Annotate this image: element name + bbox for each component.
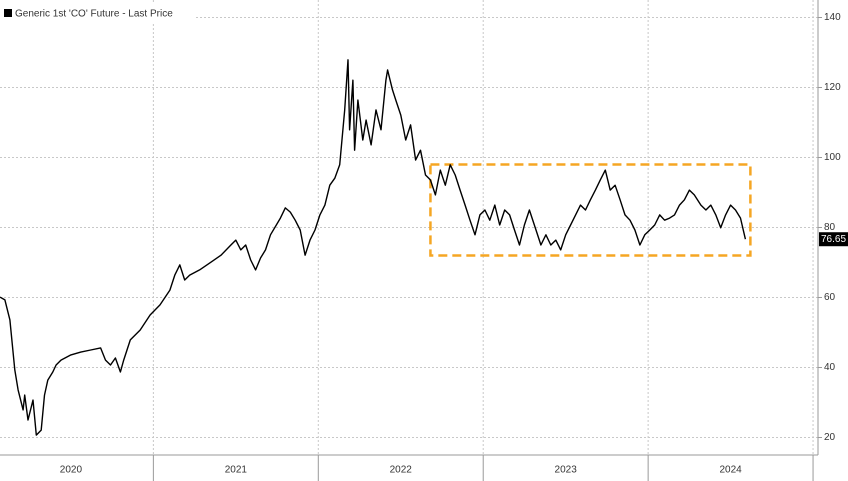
legend: Generic 1st 'CO' Future - Last Price <box>0 2 196 24</box>
legend-box <box>0 2 196 24</box>
y-tick-label: 60 <box>824 292 836 303</box>
x-tick-label: 2022 <box>390 465 413 476</box>
x-tick-label: 2021 <box>225 465 248 476</box>
legend-swatch <box>4 9 12 17</box>
annotation-box <box>429 163 752 257</box>
x-tick-label: 2024 <box>719 465 742 476</box>
y-tick-label: 40 <box>824 362 836 373</box>
y-tick-label: 80 <box>824 222 836 233</box>
last-price-box <box>819 232 848 247</box>
y-tick-label: 100 <box>824 152 841 163</box>
y-tick-label: 20 <box>824 432 836 443</box>
y-tick-label: 140 <box>824 12 841 23</box>
y-tick-label: 120 <box>824 82 841 93</box>
price-line <box>0 59 747 436</box>
x-tick-label: 2020 <box>60 465 83 476</box>
legend-label: Generic 1st 'CO' Future - Last Price <box>15 9 173 20</box>
x-tick-label: 2023 <box>555 465 578 476</box>
plot: 76.65 <box>0 59 848 436</box>
last-price-label: 76.65 <box>821 234 846 245</box>
